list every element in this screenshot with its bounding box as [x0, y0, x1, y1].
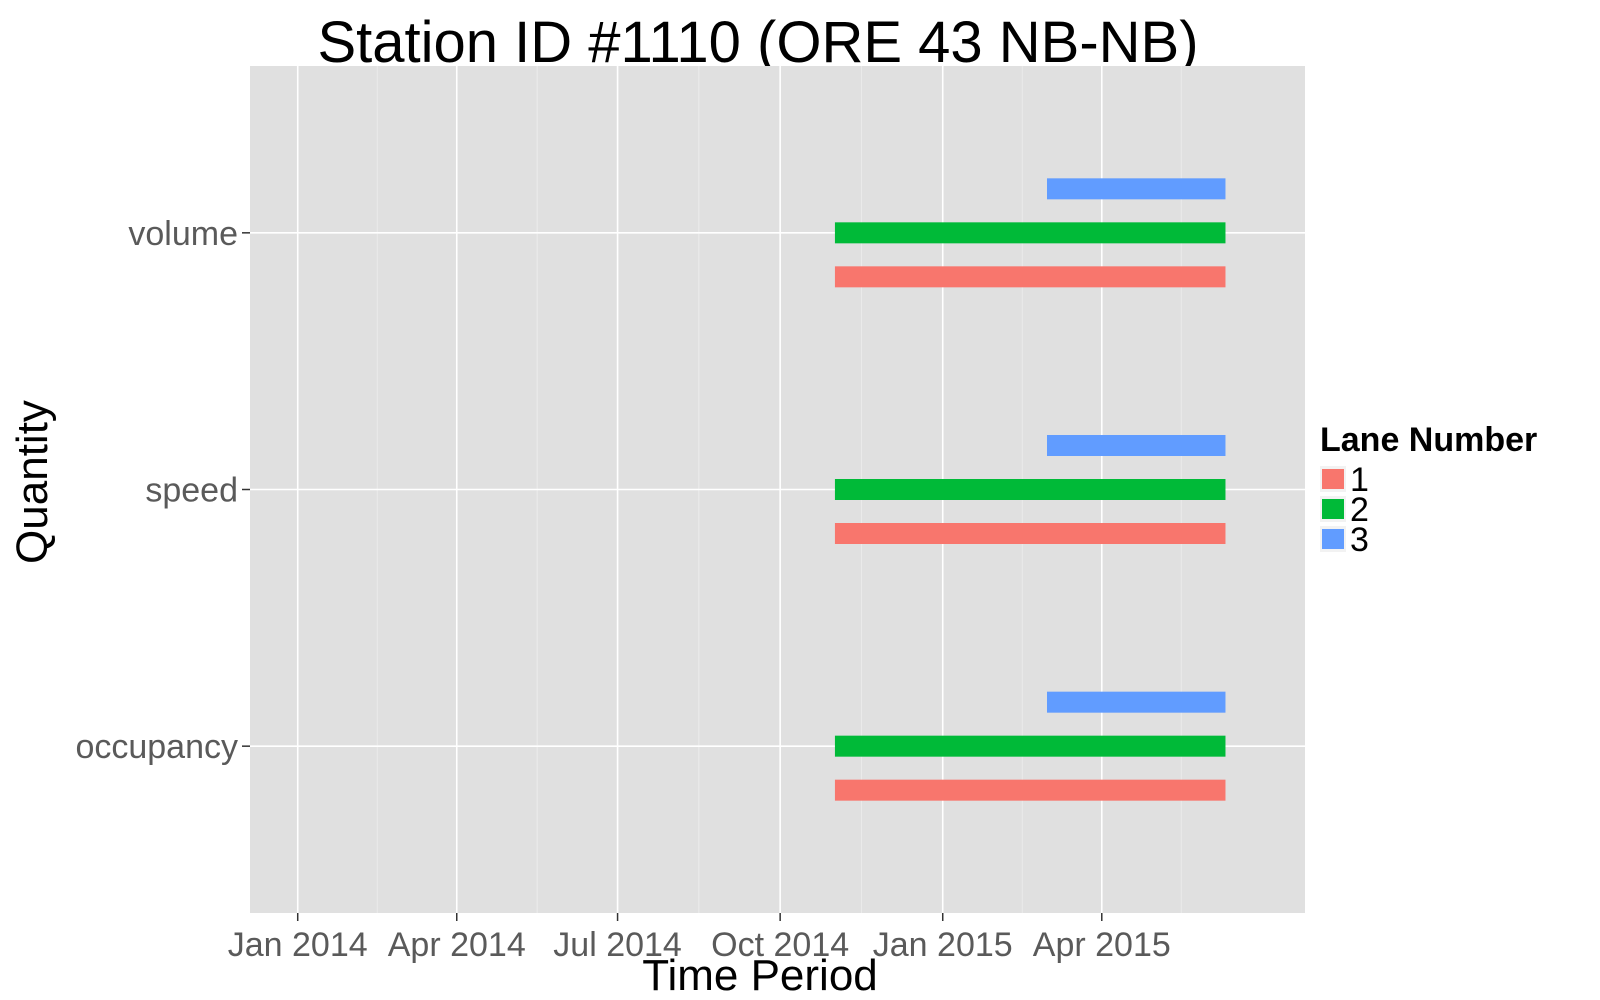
segment-lane-1-occupancy — [834, 779, 1226, 801]
x-tick-label: Apr 2015 — [1033, 926, 1171, 964]
legend-swatch-3 — [1322, 529, 1344, 549]
legend-label-1: 1 — [1350, 461, 1369, 499]
legend: Lane Number 123 — [1320, 421, 1537, 559]
x-tick-label: Jul 2014 — [553, 926, 682, 964]
segment-lane-3-volume — [1046, 178, 1226, 200]
segment-lane-2-speed — [834, 479, 1226, 500]
lane-segments — [834, 178, 1226, 801]
y-tick-label-occupancy: occupancy — [75, 728, 238, 766]
x-axis-title: Time Period — [642, 951, 878, 1000]
legend-swatch-2 — [1322, 499, 1344, 519]
segment-lane-1-volume — [834, 266, 1226, 288]
chart-title: Station ID #1110 (ORE 43 NB-NB) — [317, 10, 1198, 75]
y-axis-title: Quantity — [8, 400, 57, 564]
x-tick-label: Jan 2015 — [873, 926, 1013, 964]
x-tick-label: Oct 2014 — [711, 926, 849, 964]
legend-label-2: 2 — [1350, 491, 1369, 529]
segment-lane-3-occupancy — [1046, 691, 1226, 713]
segment-lane-2-volume — [834, 222, 1226, 244]
x-axis: Jan 2014 Apr 2014 Jul 2014 Oct 2014 Jan 2015… — [228, 913, 1171, 964]
segment-lane-2-occupancy — [834, 735, 1226, 757]
y-tick-label-speed: speed — [145, 472, 238, 510]
y-axis: volume speed occupancy — [75, 215, 250, 766]
x-tick-label: Apr 2014 — [388, 926, 526, 964]
x-tick-label: Jan 2014 — [228, 926, 368, 964]
segment-lane-3-speed — [1046, 435, 1226, 456]
legend-label-3: 3 — [1350, 521, 1369, 559]
legend-swatch-1 — [1322, 469, 1344, 489]
y-tick-label-volume: volume — [128, 215, 238, 253]
segment-lane-1-speed — [834, 523, 1226, 544]
legend-title: Lane Number — [1320, 421, 1537, 459]
